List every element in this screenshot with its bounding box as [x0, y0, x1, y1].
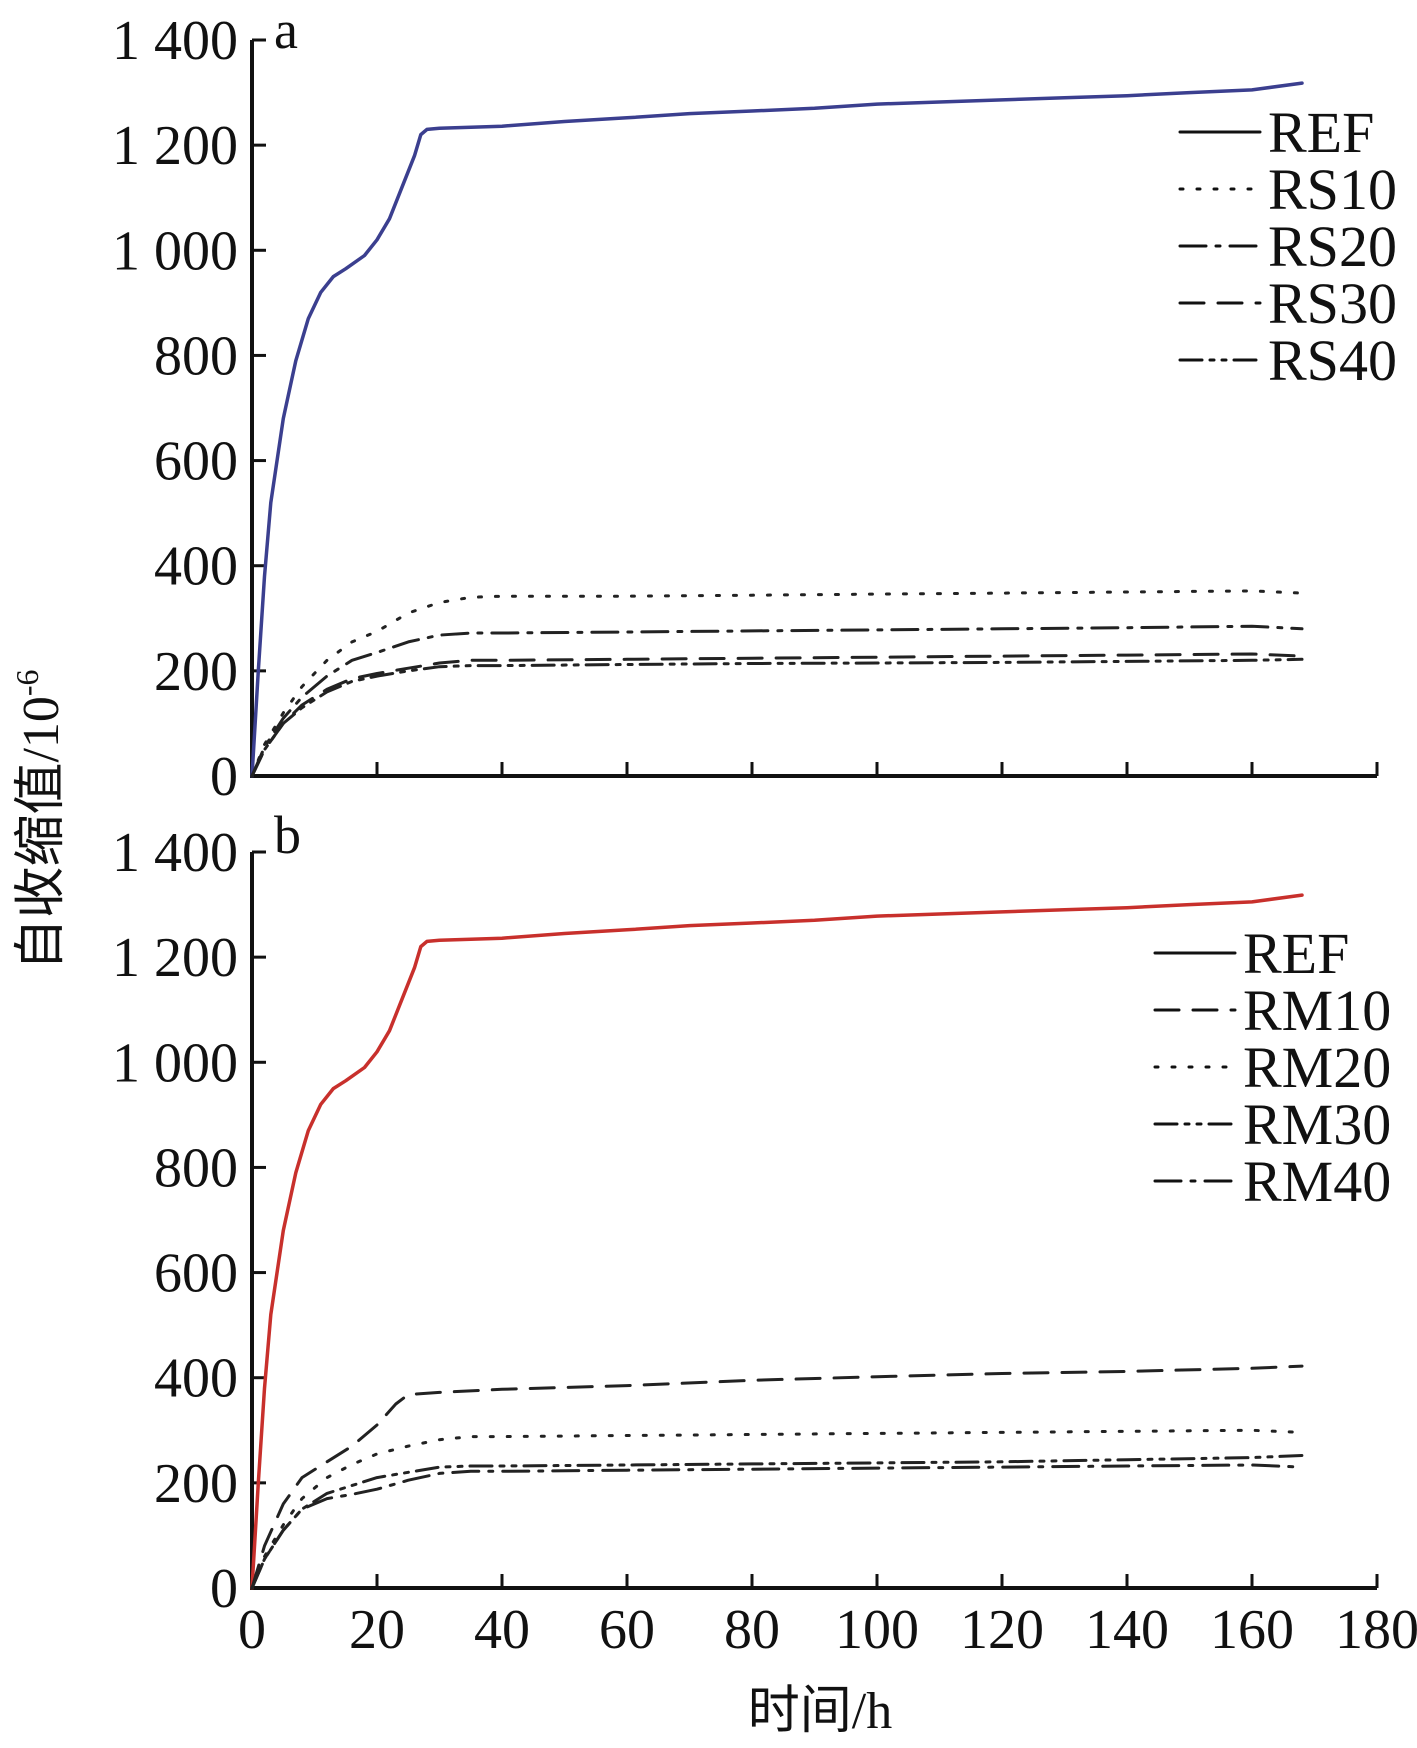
y-tick-label: 1 000	[112, 1032, 238, 1094]
series-line-rs20	[250, 624, 1304, 778]
series-line-ref	[250, 81, 1304, 778]
y-tick-label: 200	[154, 641, 238, 703]
legend-label-rm40: RM40	[1243, 1149, 1391, 1214]
panel-b: 0 200 400 600 800 1 000 1 200 1 400 0 20 40 60 80 100…	[112, 805, 1417, 1661]
legend-label-rs40: RS40	[1268, 328, 1397, 393]
y-tick-label: 0	[210, 746, 238, 808]
legend-label-rs20: RS20	[1268, 214, 1397, 279]
series-line-rm20	[250, 1428, 1304, 1590]
svg-text:自收缩值/10-6: 自收缩值/10-6	[9, 669, 70, 970]
legend-label-ref: REF	[1268, 100, 1374, 165]
legend-label-rm20: RM20	[1243, 1035, 1391, 1100]
y-tick-label: 1 400	[112, 822, 238, 884]
legend-label-rs10: RS10	[1268, 157, 1397, 222]
y-tick-label: 200	[154, 1453, 238, 1515]
y-tick-label: 1 200	[112, 115, 238, 177]
x-tick-label: 180	[1335, 1599, 1417, 1661]
y-tick-label: 800	[154, 325, 238, 387]
panel-label: a	[274, 0, 298, 60]
y-tick-label: 600	[154, 431, 238, 493]
x-tick-label: 140	[1085, 1599, 1169, 1661]
x-tick-label: 100	[835, 1599, 919, 1661]
x-tick-label: 120	[960, 1599, 1044, 1661]
x-tick-label: 0	[238, 1599, 266, 1661]
x-tick-label: 160	[1210, 1599, 1294, 1661]
x-tick-label: 20	[349, 1599, 405, 1661]
series-line-rm40	[250, 1463, 1304, 1590]
legend-label-rs30: RS30	[1268, 271, 1397, 336]
series-line-ref	[250, 893, 1304, 1590]
x-axis-title: 时间/h	[748, 1683, 892, 1740]
panel-a: 0 200 400 600 800 1 000 1 200 1 400 a REFRS10RS20…	[112, 0, 1397, 808]
series-line-rs30	[250, 652, 1304, 778]
y-tick-label: 800	[154, 1137, 238, 1199]
series-line-rm30	[250, 1454, 1304, 1590]
series-line-rs10	[250, 589, 1304, 778]
legend-label-rm30: RM30	[1243, 1092, 1391, 1157]
legend-label-rm10: RM10	[1243, 978, 1391, 1043]
y-tick-label: 1 200	[112, 927, 238, 989]
y-tick-label: 400	[154, 536, 238, 598]
y-axis-title: 自收缩值/10-6	[9, 669, 70, 970]
y-tick-label: 1 400	[112, 10, 238, 72]
x-tick-label: 40	[474, 1599, 530, 1661]
y-tick-label: 1 000	[112, 220, 238, 282]
y-tick-label: 0	[210, 1558, 238, 1620]
series-line-rs40	[250, 657, 1304, 778]
y-tick-label: 400	[154, 1348, 238, 1410]
y-axis-title-sup: -6	[9, 669, 45, 696]
y-axis-title-main: 自收缩值/10	[13, 696, 70, 970]
x-tick-label: 80	[724, 1599, 780, 1661]
y-tick-label: 600	[154, 1243, 238, 1305]
panel-label: b	[274, 805, 301, 865]
x-tick-label: 60	[599, 1599, 655, 1661]
legend-label-ref: REF	[1243, 921, 1349, 986]
series-line-rm10	[250, 1364, 1304, 1590]
